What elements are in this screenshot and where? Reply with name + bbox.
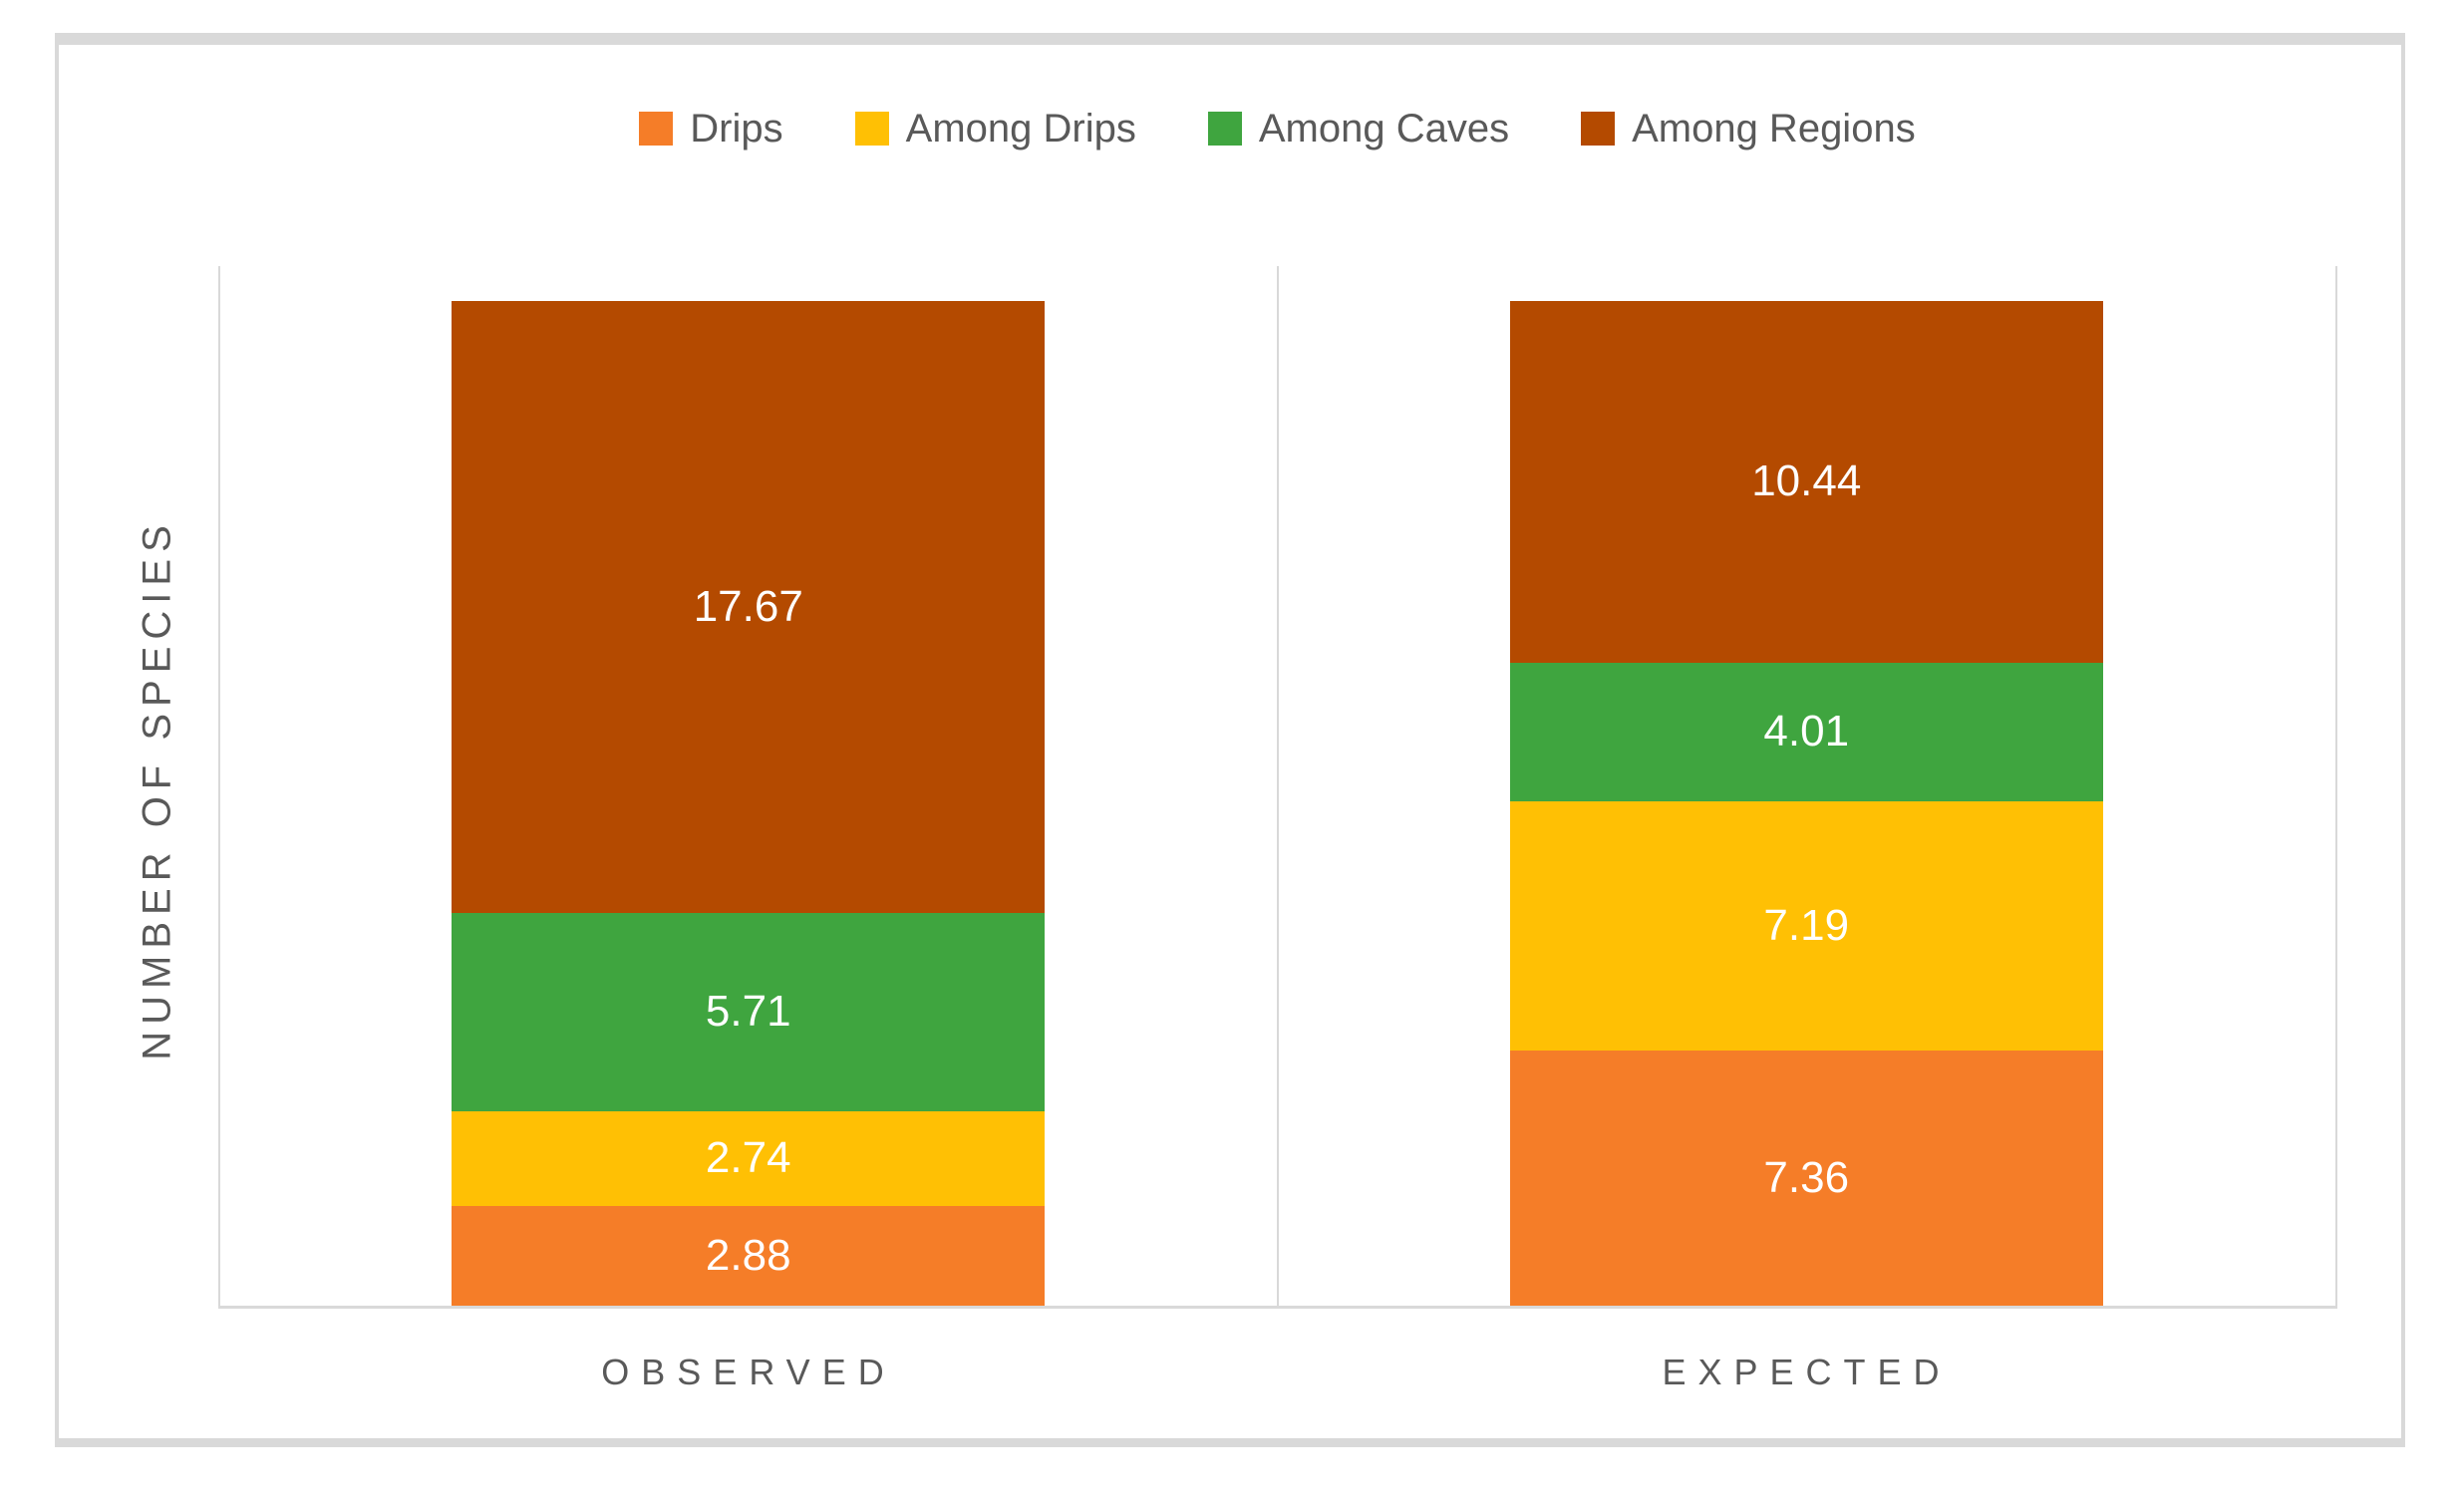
bar-segment-among-caves: 4.01 — [1509, 662, 2103, 802]
stacked-bar-observed: 17.67 5.71 2.74 2.88 — [452, 300, 1046, 1306]
legend-swatch-icon — [1581, 112, 1616, 146]
data-label: 7.19 — [1763, 901, 1850, 951]
legend-item: Among Drips — [854, 106, 1136, 151]
x-tick-label-observed: OBSERVED — [601, 1352, 896, 1392]
legend-item: Drips — [639, 106, 783, 151]
legend-item: Among Caves — [1207, 106, 1510, 151]
bar-segment-among-regions: 17.67 — [452, 300, 1046, 914]
x-axis-line — [218, 1306, 2337, 1309]
bar-segment-among-drips: 7.19 — [1509, 801, 2103, 1052]
legend-swatch-icon — [639, 112, 674, 146]
legend-label: Among Regions — [1632, 106, 1916, 151]
chart-border-frame — [55, 33, 2405, 1447]
data-label: 2.74 — [705, 1133, 791, 1183]
data-label: 5.71 — [705, 987, 791, 1037]
bar-segment-among-regions: 10.44 — [1509, 300, 2103, 663]
legend-swatch-icon — [1207, 112, 1242, 146]
y-axis-line — [218, 266, 220, 1309]
x-tick-label-expected: EXPECTED — [1662, 1352, 1952, 1392]
legend-item: Among Regions — [1581, 107, 1916, 151]
stacked-bar-expected: 10.44 4.01 7.19 7.36 — [1509, 300, 2103, 1306]
bar-segment-drips: 7.36 — [1509, 1051, 2103, 1306]
data-label: 4.01 — [1763, 707, 1850, 756]
plot-right-border-line — [2335, 266, 2337, 1309]
y-axis-title: NUMBER OF SPECIES — [135, 518, 179, 1060]
legend: Drips Among Drips Among Caves Among Regions — [219, 103, 2335, 154]
bar-segment-among-drips: 2.74 — [452, 1110, 1046, 1206]
legend-label: Among Caves — [1258, 106, 1510, 151]
data-label: 10.44 — [1751, 456, 1862, 506]
category-divider-line — [1277, 266, 1279, 1309]
legend-swatch-icon — [854, 112, 889, 146]
legend-label: Among Drips — [905, 106, 1136, 151]
data-label: 17.67 — [693, 581, 803, 631]
legend-label: Drips — [690, 106, 783, 151]
data-label: 7.36 — [1763, 1153, 1850, 1203]
bar-segment-drips: 2.88 — [452, 1205, 1046, 1306]
data-label: 2.88 — [705, 1230, 791, 1280]
bar-segment-among-caves: 5.71 — [452, 913, 1046, 1111]
